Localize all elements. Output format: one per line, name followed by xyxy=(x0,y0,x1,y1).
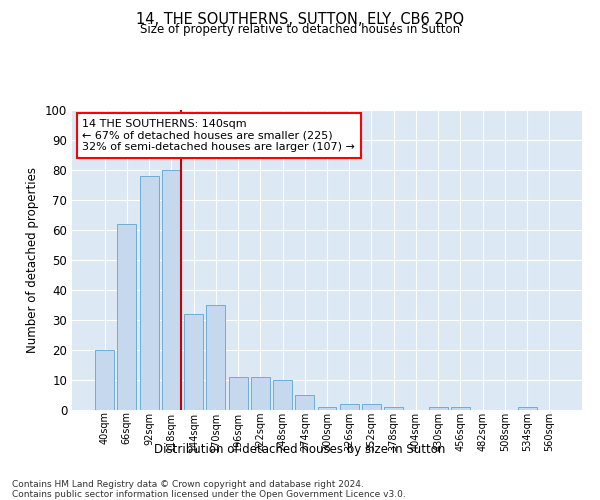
Text: Contains public sector information licensed under the Open Government Licence v3: Contains public sector information licen… xyxy=(12,490,406,499)
Bar xyxy=(317,407,337,410)
Bar xyxy=(295,395,314,410)
Bar xyxy=(140,176,158,410)
Bar xyxy=(184,314,203,410)
Bar xyxy=(340,404,359,410)
Bar xyxy=(206,305,225,410)
Text: 14, THE SOUTHERNS, SUTTON, ELY, CB6 2PQ: 14, THE SOUTHERNS, SUTTON, ELY, CB6 2PQ xyxy=(136,12,464,28)
Text: Size of property relative to detached houses in Sutton: Size of property relative to detached ho… xyxy=(140,22,460,36)
Bar xyxy=(162,170,181,410)
Text: 14 THE SOUTHERNS: 140sqm
← 67% of detached houses are smaller (225)
32% of semi-: 14 THE SOUTHERNS: 140sqm ← 67% of detach… xyxy=(82,119,355,152)
Bar xyxy=(251,377,270,410)
Bar xyxy=(384,407,403,410)
Bar xyxy=(451,407,470,410)
Bar xyxy=(429,407,448,410)
Bar xyxy=(229,377,248,410)
Text: Contains HM Land Registry data © Crown copyright and database right 2024.: Contains HM Land Registry data © Crown c… xyxy=(12,480,364,489)
Bar xyxy=(518,407,536,410)
Bar xyxy=(118,224,136,410)
Text: Distribution of detached houses by size in Sutton: Distribution of detached houses by size … xyxy=(154,442,446,456)
Bar xyxy=(95,350,114,410)
Y-axis label: Number of detached properties: Number of detached properties xyxy=(26,167,40,353)
Bar xyxy=(362,404,381,410)
Bar xyxy=(273,380,292,410)
